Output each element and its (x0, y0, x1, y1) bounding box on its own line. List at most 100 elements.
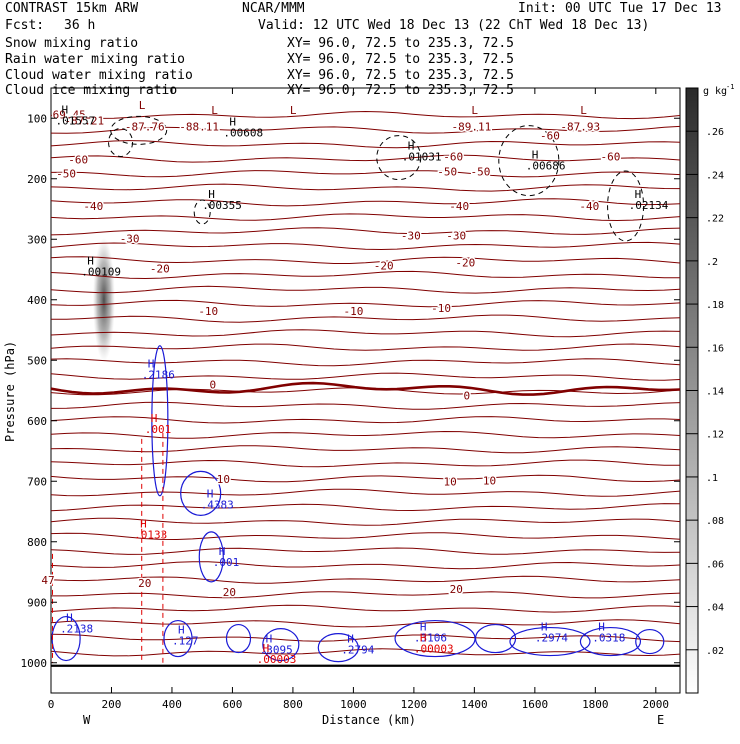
snow-contour (108, 127, 134, 157)
max-marker: H (598, 621, 605, 634)
isotherm-label: 10 (217, 473, 230, 486)
init-time: Init: 00 UTC Tue 17 Dec 13 (518, 1, 722, 16)
max-value-label: .0133 (134, 529, 167, 542)
isotherm-label: 47 (41, 574, 54, 587)
axes: 0 200 400 600 800 1000 1200 1400 1600 1800 2000100… (21, 88, 680, 711)
isotherm-line (50, 503, 681, 512)
max-marker: H (148, 357, 155, 370)
legend-rain-label: Rain water mixing ratio (5, 52, 185, 67)
legend-cloud-water-label: Cloud water mixing ratio (5, 68, 193, 83)
x-tick-label: 0 (48, 698, 55, 711)
cloud-water-contour (317, 633, 359, 663)
isotherm-line (50, 561, 681, 570)
max-value-label: .00608 (223, 126, 263, 139)
isotherm-label: -60 (68, 154, 88, 167)
max-marker: H (219, 545, 226, 558)
max-marker: H (178, 624, 185, 637)
y-tick-label: 500 (27, 354, 47, 367)
max-value-label: .01031 (402, 151, 442, 164)
max-marker: H (66, 612, 73, 625)
max-value-label: .2974 (535, 632, 568, 645)
max-value-label: .3106 (414, 632, 447, 645)
cloud-water-contour (163, 619, 193, 658)
max-marker: H (62, 103, 69, 116)
snow-contour (498, 125, 560, 197)
legend-cloud-ice-xy: XY= 96.0, 72.5 to 235.3, 72.5 (287, 83, 514, 98)
isotherm-line (51, 591, 681, 599)
isotherm-line (50, 488, 681, 497)
colorbar-tick-label: .1 (706, 473, 718, 484)
max-marker: H (229, 115, 236, 128)
isotherm-line (51, 314, 681, 323)
org-title: NCAR/MMM (242, 1, 305, 16)
isotherm-label: 20 (223, 586, 236, 599)
isotherm-line (50, 372, 681, 381)
legend-snow-xy: XY= 96.0, 72.5 to 235.3, 72.5 (287, 36, 514, 51)
y-tick-label: 800 (27, 536, 47, 549)
y-tick-label: 400 (27, 294, 47, 307)
low-marker: L (290, 104, 297, 117)
max-marker: H (532, 149, 539, 162)
snow-contour (193, 199, 211, 225)
isotherm-label: -20 (150, 263, 170, 276)
cloud-water-contour (509, 626, 591, 657)
isotherm-label: -10 (343, 305, 363, 318)
isotherm-label: 20 (138, 577, 151, 590)
isotherm-line (50, 445, 681, 454)
max-value-label: .2794 (341, 644, 374, 657)
isotherm-line (50, 140, 681, 149)
max-marker: H (420, 631, 427, 644)
y-tick-label: 200 (27, 173, 47, 186)
max-marker: H (635, 188, 642, 201)
low-marker: L (139, 99, 146, 112)
max-value-label: .3095 (260, 644, 293, 657)
legend-snow-label: Snow mixing ratio (5, 36, 138, 51)
legend: Snow mixing ratio XY= 96.0, 72.5 to 235.… (5, 36, 514, 98)
isotherm-label: -60 (443, 151, 463, 164)
valid-time: Valid: 12 UTC Wed 18 Dec 13 (22 ChT Wed … (258, 18, 649, 33)
cloud-water-contour (635, 628, 665, 655)
max-marker: H (151, 412, 158, 425)
isotherm-line (50, 110, 681, 120)
x-tick-label: 400 (162, 698, 182, 711)
colorbar-tick-label: .06 (706, 559, 724, 570)
legend-rain-xy: XY= 96.0, 72.5 to 235.3, 72.5 (287, 52, 514, 67)
max-value-label: .00686 (526, 160, 566, 173)
isotherm-line (50, 270, 680, 280)
isotherm-line (50, 633, 681, 643)
colorbar-tick-label: .2 (706, 257, 718, 268)
isotherm-line (50, 299, 681, 308)
low-marker: L (211, 104, 218, 117)
isotherm-line (50, 401, 681, 410)
colorbar-unit-exp: -1 (726, 83, 734, 91)
isotherm-label: -87.93 (560, 120, 600, 133)
isotherm-label: -60 (540, 129, 560, 142)
isotherm-label: -30 (120, 232, 140, 245)
colorbar-tick-label: .04 (706, 603, 724, 614)
isotherm-line (50, 604, 681, 613)
max-marker: H (266, 633, 273, 646)
max-marker: H (87, 255, 94, 268)
isotherm-label: -30 (401, 229, 421, 242)
max-value-label: .01557 (56, 114, 96, 127)
x-tick-label: 1800 (582, 698, 609, 711)
cloud-water-contour (579, 626, 642, 657)
max-value-label: .4383 (201, 498, 234, 511)
isotherm-line (50, 256, 681, 264)
legend-cloud-water-xy: XY= 96.0, 72.5 to 235.3, 72.5 (287, 68, 514, 83)
isotherm-label: -87.76 (125, 120, 165, 133)
isotherm-line (50, 329, 681, 338)
x-tick-label: 600 (223, 698, 243, 711)
colorbar-tick-label: .16 (706, 343, 724, 354)
isotherm-line (50, 575, 681, 584)
isotherm-line (50, 154, 681, 163)
colorbar-tick-label: .14 (706, 387, 724, 398)
max-marker: H (207, 487, 214, 500)
isotherm-label: 0 (209, 379, 216, 392)
isotherm-label: -10 (198, 305, 218, 318)
cloud-water-contour (198, 531, 224, 583)
zero-isotherm (50, 381, 681, 396)
max-value-label: .2138 (60, 623, 93, 636)
